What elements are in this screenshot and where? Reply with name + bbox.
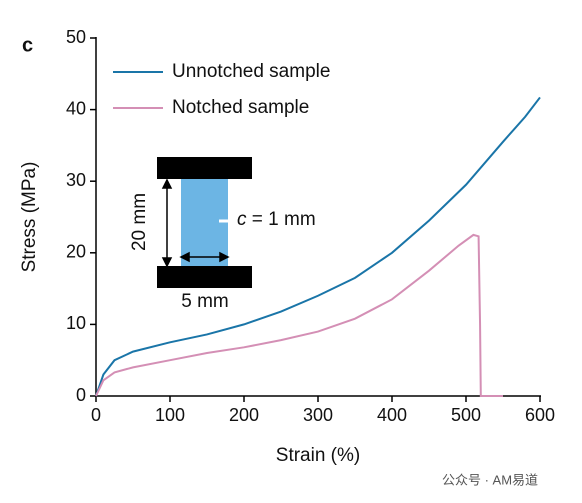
x-axis-label: Strain (%) — [276, 445, 360, 466]
x-tick-label: 500 — [451, 405, 481, 425]
x-tick-label: 400 — [377, 405, 407, 425]
inset: 20 mm 5 mm c = 1 mm — [129, 157, 316, 312]
x-tick-label: 200 — [229, 405, 259, 425]
legend-label: Unnotched sample — [172, 61, 330, 82]
y-tick-label: 0 — [76, 385, 86, 405]
notch-label: c = 1 mm — [237, 209, 316, 230]
x-tick-label: 300 — [303, 405, 333, 425]
panel-label: c — [22, 34, 33, 56]
width-label: 5 mm — [181, 291, 229, 312]
notch-symbol: c — [237, 209, 247, 230]
watermark: 公众号 · AM易道 — [442, 472, 538, 487]
data-line — [95, 233, 503, 397]
legend-label: Notched sample — [172, 97, 309, 118]
x-tick-label: 100 — [155, 405, 185, 425]
notch-text: = 1 mm — [247, 209, 316, 230]
y-tick-label: 50 — [66, 27, 86, 47]
height-label: 20 mm — [129, 193, 150, 251]
y-tick-label: 40 — [66, 98, 86, 118]
data-line — [95, 96, 541, 397]
arrows — [161, 178, 230, 268]
y-tick-label: 10 — [66, 313, 86, 333]
grip-top — [157, 157, 252, 179]
grip-bottom — [157, 266, 252, 288]
x-tick-label: 0 — [91, 405, 101, 425]
y-tick-label: 20 — [66, 242, 86, 262]
x-tick-label: 600 — [525, 405, 555, 425]
y-tick-label: 30 — [66, 170, 86, 190]
y-axis-label: Stress (MPa) — [19, 162, 40, 273]
